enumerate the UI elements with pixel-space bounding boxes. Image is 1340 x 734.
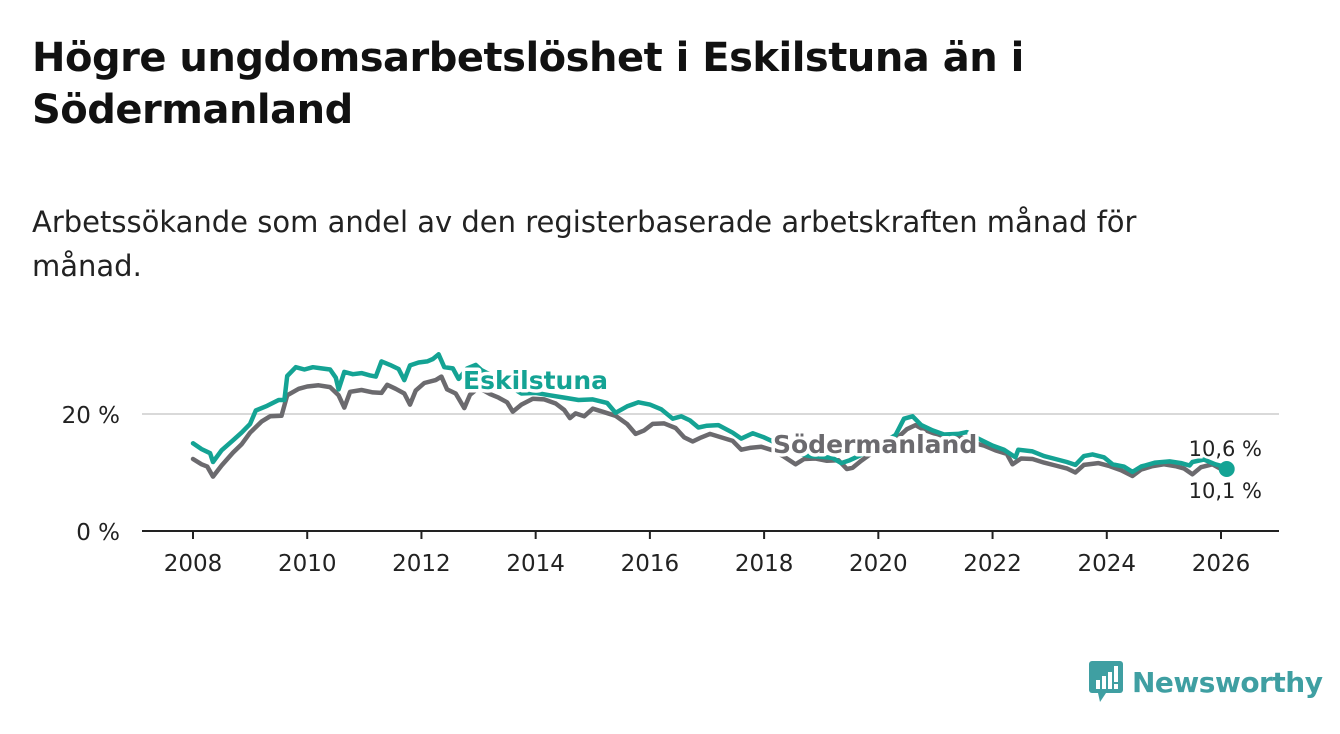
newsworthy-logo-text: Newsworthy (1132, 665, 1323, 699)
series-line-s-dermanland (190, 374, 1229, 479)
x-tick-label: 2010 (278, 551, 337, 577)
series-line-eskilstuna (190, 352, 1229, 475)
x-tick-label: 2008 (164, 551, 223, 577)
x-tick-label: 2020 (849, 551, 908, 577)
end-value-label: 10,6 % (1189, 437, 1262, 461)
series-label-s-dermanland: Södermanland (773, 430, 977, 459)
newsworthy-logo[interactable]: Newsworthy (1088, 660, 1323, 704)
x-tick-label: 2022 (963, 551, 1022, 577)
chart-title: Högre ungdomsarbetslöshet i Eskilstuna ä… (32, 35, 1024, 133)
series-label-eskilstuna: Eskilstuna (463, 366, 608, 395)
y-tick-label: 20 % (62, 403, 120, 429)
x-tick-label: 2024 (1078, 551, 1137, 577)
end-value-label: 10,1 % (1189, 479, 1262, 503)
x-tick-label: 2016 (621, 551, 680, 577)
newsworthy-logo-icon (1089, 661, 1123, 702)
y-tick-label: 0 % (76, 520, 120, 546)
end-point-marker (1218, 460, 1235, 477)
x-tick-label: 2014 (506, 551, 565, 577)
chart-subtitle: Arbetssökande som andel av den registerb… (32, 205, 1137, 283)
x-tick-label: 2018 (735, 551, 794, 577)
x-tick-label: 2012 (392, 551, 451, 577)
x-tick-label: 2026 (1192, 551, 1251, 577)
